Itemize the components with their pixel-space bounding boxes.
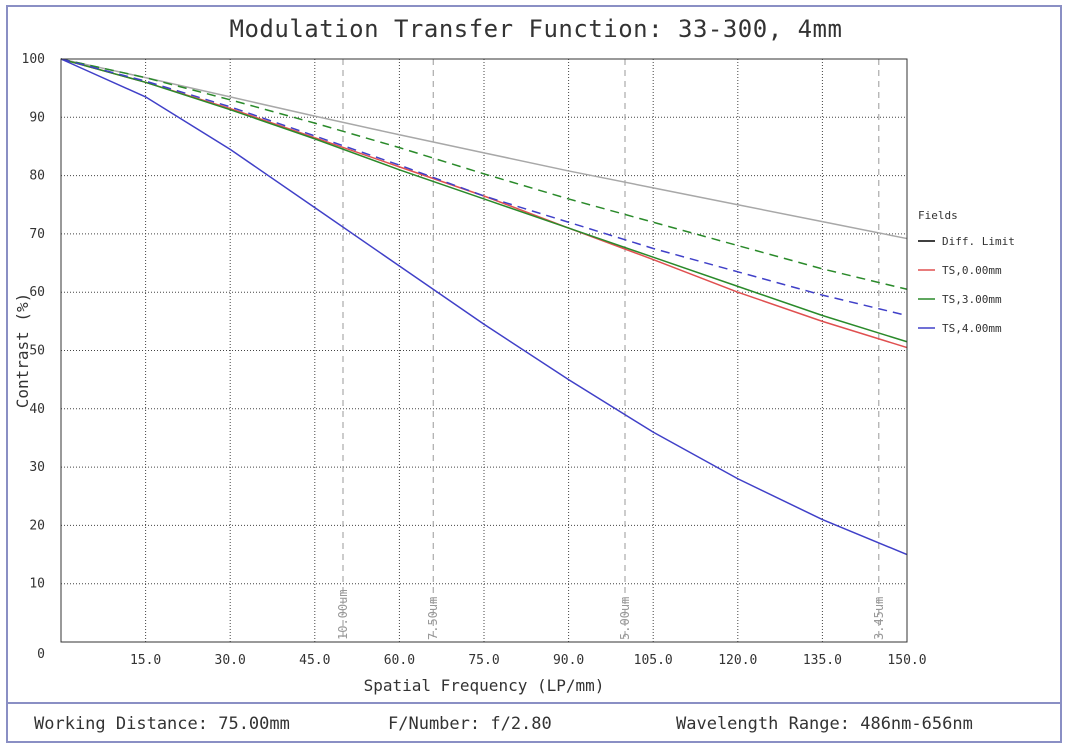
- y-tick-label: 80: [29, 169, 45, 184]
- footer-separator: [8, 702, 1060, 704]
- x-tick-label: 105.0: [634, 653, 673, 668]
- mtf-series-line: [60, 58, 908, 317]
- legend-label: TS,4.00mm: [942, 322, 1002, 335]
- wavelength-range-label: Wavelength Range: 486nm-656nm: [676, 714, 973, 734]
- legend-label: TS,3.00mm: [942, 293, 1002, 306]
- working-distance-label: Working Distance: 75.00mm: [34, 714, 290, 734]
- mtf-series-line: [60, 58, 908, 240]
- y-tick-label: 60: [29, 285, 45, 300]
- vertical-markers: 10.00um 7.50um 5.00um 3.45um: [336, 59, 886, 642]
- legend: Fields Diff. Limit TS,0.00mm TS,3.00mm TS,4.…: [918, 209, 1015, 335]
- y-axis-label: Contrast (%): [13, 293, 32, 409]
- y-tick-label: 100: [22, 52, 45, 67]
- y-tick-label: 30: [29, 460, 45, 475]
- series-lines: [60, 58, 908, 556]
- legend-title: Fields: [918, 209, 958, 222]
- legend-label: Diff. Limit: [942, 235, 1015, 248]
- y-tick-label: 10: [29, 577, 45, 592]
- x-tick-label: 75.0: [468, 653, 499, 668]
- chart-frame: Modulation Transfer Function: 33-300, 4m…: [6, 5, 1062, 743]
- x-tick-label: 15.0: [130, 653, 161, 668]
- f-number-label: F/Number: f/2.80: [388, 714, 552, 734]
- y-tick-label: 50: [29, 344, 45, 359]
- x-tick-label: 45.0: [299, 653, 330, 668]
- x-tick-label: 150.0: [887, 653, 926, 668]
- mtf-series-line: [60, 58, 908, 291]
- pixel-pitch-label: 10.00um: [336, 589, 350, 640]
- plot-border: [60, 58, 908, 643]
- pixel-pitch-label: 3.45um: [872, 597, 886, 640]
- y-tick-label: 90: [29, 110, 45, 125]
- chart-title: Modulation Transfer Function: 33-300, 4m…: [229, 15, 843, 43]
- x-tick-label: 135.0: [803, 653, 842, 668]
- pixel-pitch-label: 7.50um: [426, 597, 440, 640]
- y-tick-label: 0: [37, 647, 45, 662]
- legend-label: TS,0.00mm: [942, 264, 1002, 277]
- x-tick-label: 30.0: [215, 653, 246, 668]
- pixel-pitch-label: 5.00um: [618, 597, 632, 640]
- mtf-series-line: [60, 58, 908, 556]
- y-tick-label: 70: [29, 227, 45, 242]
- tick-labels: 15.0 30.0 45.0 60.0 75.0 90.0 105.0 120.0 135.0 1…: [22, 52, 927, 668]
- mtf-series-line: [60, 58, 908, 343]
- y-tick-label: 20: [29, 518, 45, 533]
- x-tick-label: 120.0: [718, 653, 757, 668]
- x-tick-label: 60.0: [384, 653, 415, 668]
- grid-lines: [61, 58, 908, 643]
- x-tick-label: 90.0: [553, 653, 584, 668]
- x-axis-label: Spatial Frequency (LP/mm): [364, 676, 605, 695]
- y-tick-label: 40: [29, 402, 45, 417]
